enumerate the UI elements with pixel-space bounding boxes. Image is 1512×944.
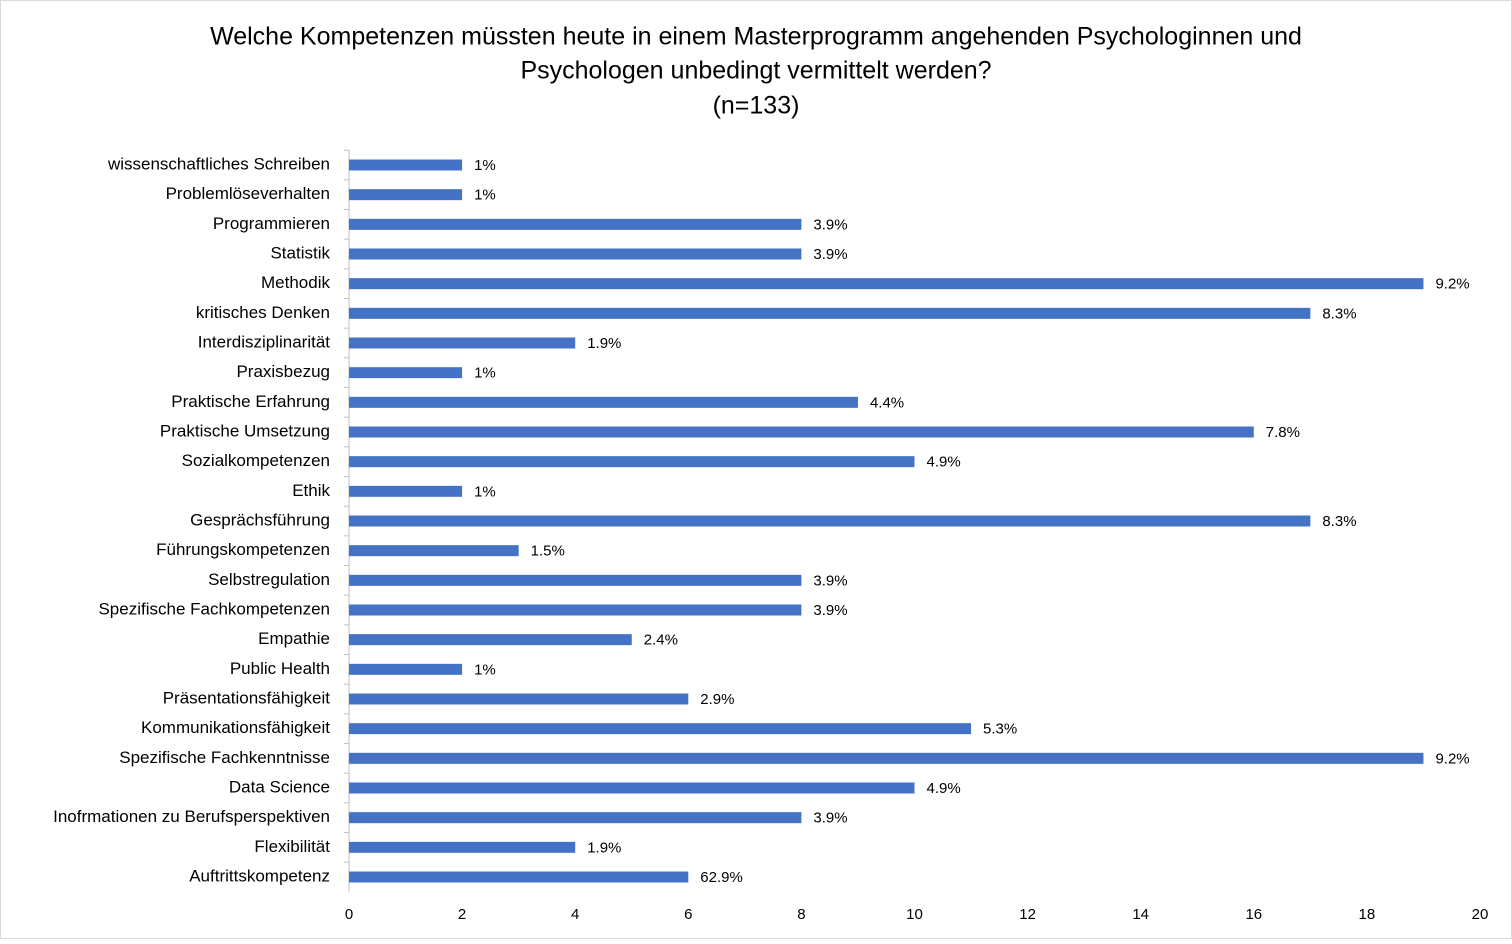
- y-tick-label: Praxisbezug: [236, 362, 330, 381]
- y-tick-label: Interdisziplinarität: [198, 332, 331, 351]
- value-label: 1%: [474, 483, 496, 500]
- x-tick-label: 8: [797, 906, 805, 923]
- bar: [349, 574, 802, 586]
- bar: [349, 723, 972, 735]
- bar: [349, 159, 463, 171]
- bar: [349, 604, 802, 616]
- bar: [349, 841, 576, 853]
- y-tick-label: Statistik: [270, 243, 330, 262]
- value-label: 1.9%: [587, 335, 621, 352]
- x-tick-label: 18: [1359, 906, 1376, 923]
- chart-title: Welche Kompetenzen müssten heute in eine…: [210, 23, 1302, 51]
- bar: [349, 189, 463, 201]
- y-tick-label: Data Science: [229, 777, 330, 796]
- x-tick-label: 16: [1245, 906, 1262, 923]
- y-tick-label: Problemlöseverhalten: [166, 184, 330, 203]
- y-tick-label: wissenschaftliches Schreiben: [107, 154, 330, 173]
- bar: [349, 396, 858, 408]
- chart-subtitle: (n=133): [713, 92, 800, 120]
- y-tick-label: Ethik: [292, 481, 330, 500]
- bar: [349, 752, 1424, 764]
- bar: [349, 278, 1424, 290]
- x-tick-label: 4: [571, 906, 579, 923]
- y-tick-label: Flexibilität: [254, 837, 330, 856]
- value-label: 2.9%: [700, 691, 734, 708]
- y-tick-label: Inofrmationen zu Berufsperspektiven: [53, 807, 330, 826]
- value-label: 1.5%: [531, 543, 565, 560]
- value-label: 3.9%: [813, 216, 847, 233]
- y-tick-label: Führungskompetenzen: [156, 540, 330, 559]
- x-tick-label: 20: [1472, 906, 1489, 923]
- bar: [349, 515, 1311, 527]
- y-tick-label: Präsentationsfähigkeit: [163, 688, 331, 707]
- bar: [349, 871, 689, 883]
- bar: [349, 218, 802, 230]
- value-label: 1%: [474, 157, 496, 174]
- bar: [349, 248, 802, 260]
- value-label: 8.3%: [1322, 513, 1356, 530]
- x-tick-label: 6: [684, 906, 692, 923]
- bar: [349, 663, 463, 675]
- x-tick-label: 10: [906, 906, 923, 923]
- value-label: 8.3%: [1322, 305, 1356, 322]
- y-tick-label: Selbstregulation: [208, 570, 330, 589]
- bar: [349, 426, 1254, 438]
- value-label: 1%: [474, 661, 496, 678]
- value-label: 9.2%: [1435, 750, 1469, 767]
- value-label: 4.9%: [927, 780, 961, 797]
- y-tick-label: Praktische Umsetzung: [160, 421, 330, 440]
- value-label: 3.9%: [813, 810, 847, 827]
- y-tick-label: Praktische Erfahrung: [171, 392, 330, 411]
- value-label: 7.8%: [1266, 424, 1300, 441]
- y-tick-label: Public Health: [230, 659, 330, 678]
- value-label: 3.9%: [813, 246, 847, 263]
- bar: [349, 337, 576, 349]
- bar: [349, 782, 915, 794]
- value-label: 4.4%: [870, 394, 904, 411]
- x-tick-label: 2: [458, 906, 466, 923]
- value-label: 62.9%: [700, 869, 743, 886]
- y-tick-label: Sozialkompetenzen: [182, 451, 330, 470]
- bar: [349, 367, 463, 379]
- chart-title: Psychologen unbedingt vermittelt werden?: [520, 57, 991, 85]
- y-tick-label: Programmieren: [213, 214, 330, 233]
- value-label: 3.9%: [813, 602, 847, 619]
- x-tick-label: 14: [1132, 906, 1149, 923]
- value-label: 1%: [474, 365, 496, 382]
- bar: [349, 545, 519, 557]
- y-tick-label: Empathie: [258, 629, 330, 648]
- bar: [349, 812, 802, 824]
- y-tick-label: Methodik: [261, 273, 330, 292]
- value-label: 9.2%: [1435, 276, 1469, 293]
- value-label: 4.9%: [927, 454, 961, 471]
- value-label: 3.9%: [813, 572, 847, 589]
- x-tick-label: 0: [345, 906, 353, 923]
- y-tick-label: kritisches Denken: [196, 303, 330, 322]
- y-tick-label: Kommunikationsfähigkeit: [141, 718, 330, 737]
- value-label: 1%: [474, 187, 496, 204]
- bar: [349, 456, 915, 468]
- y-tick-label: Gesprächsführung: [190, 510, 330, 529]
- y-tick-label: Spezifische Fachkompetenzen: [98, 599, 330, 618]
- bar: [349, 485, 463, 497]
- y-tick-label: Spezifische Fachkenntnisse: [119, 748, 330, 767]
- bar: [349, 634, 632, 646]
- x-tick-label: 12: [1019, 906, 1036, 923]
- value-label: 1.9%: [587, 839, 621, 856]
- bar: [349, 693, 689, 705]
- value-label: 2.4%: [644, 632, 678, 649]
- y-tick-label: Auftrittskompetenz: [189, 866, 330, 885]
- bar: [349, 307, 1311, 319]
- value-label: 5.3%: [983, 721, 1017, 738]
